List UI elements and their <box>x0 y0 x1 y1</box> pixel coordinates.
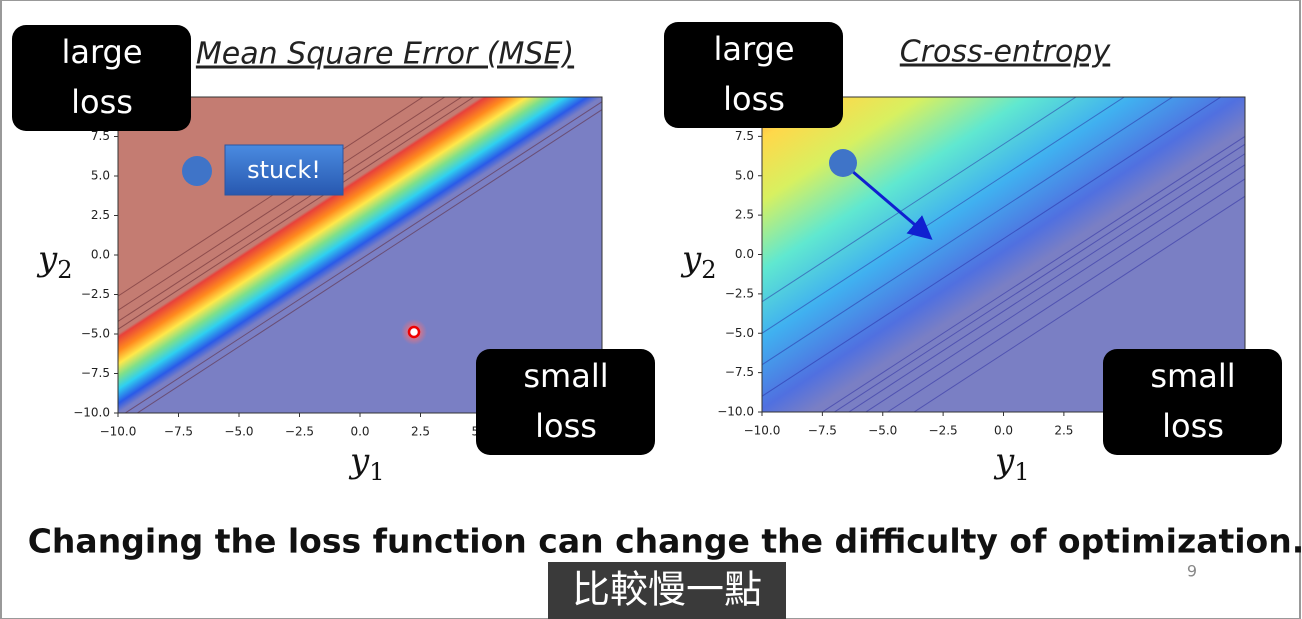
x-tick-label: 0.0 <box>994 424 1013 438</box>
callout-box <box>664 22 843 128</box>
contour-line <box>118 97 424 297</box>
contour-line <box>136 109 602 413</box>
x-tick-label: 2.5 <box>411 425 430 439</box>
plots: −10.0 −7.5 −5.0 −2.5 0.0 2.5 5.0 7.5 1 0.0 −10.0 −7… <box>12 22 1282 486</box>
stuck-label: stuck! <box>247 156 321 184</box>
x-tick-label: −2.5 <box>285 425 314 439</box>
callout-box <box>12 25 191 131</box>
y-tick-label: 0.0 <box>91 248 110 262</box>
x-tick-label: −2.5 <box>929 424 958 438</box>
contour-lines <box>118 97 602 413</box>
axis-label: y1 <box>348 441 385 486</box>
x-tick-label: 2.5 <box>1054 424 1073 438</box>
minimum-point <box>407 325 421 339</box>
stuck-button <box>224 144 344 196</box>
y-tick-label: −10.0 <box>73 406 110 420</box>
contour-line <box>762 97 1222 397</box>
y-tick-label: −7.5 <box>81 366 110 380</box>
contour-line <box>762 97 1174 366</box>
x-tick-label: −5.0 <box>868 424 897 438</box>
contour-line <box>118 97 446 311</box>
y-tick-label: 2.5 <box>91 208 110 222</box>
y-tick-label: 7.5 <box>91 129 110 143</box>
callout-text: loss <box>535 407 597 445</box>
y-tick-label: −10.0 <box>717 405 754 419</box>
callout-text: small <box>1150 357 1235 395</box>
y-tick-label: 5.0 <box>735 168 754 182</box>
y-tick-label: 7.5 <box>735 129 754 143</box>
y-tick-label: −2.5 <box>725 286 754 300</box>
plot-title: Mean Square Error (MSE) <box>196 37 574 72</box>
y-tick-label: 5.0 <box>91 169 110 183</box>
axis-subscript: 1 <box>369 458 384 486</box>
contour-line <box>762 97 1126 334</box>
x-tick-label: −10.0 <box>744 424 781 438</box>
contour-line <box>762 97 1077 303</box>
y-tick-label: 2.5 <box>735 208 754 222</box>
sentence: Changing the loss function can change th… <box>28 522 1302 561</box>
y-tick-label: −2.5 <box>81 287 110 301</box>
contour-line <box>913 195 1245 412</box>
contour-line <box>124 101 602 413</box>
contour-line <box>821 135 1245 412</box>
ball <box>182 156 212 186</box>
axis-subscript: 2 <box>701 256 716 284</box>
y-tick-label: −7.5 <box>725 365 754 379</box>
x-tick-label: 0.0 <box>350 425 369 439</box>
contour-line <box>886 178 1245 412</box>
axis-subscript: 2 <box>57 256 72 284</box>
gradient-arrow <box>844 163 933 240</box>
axis-label: y1 <box>993 441 1030 486</box>
callout-text: large <box>61 33 142 71</box>
y-tick-label: 0.0 <box>735 247 754 261</box>
axis-symbol: y <box>348 441 370 481</box>
y-tick-label: −5.0 <box>81 327 110 341</box>
contour-lines <box>762 97 1245 412</box>
subtitle: 比較慢一點 <box>572 568 762 612</box>
contour-line <box>118 97 475 330</box>
plot-title: Cross-entropy <box>900 35 1112 70</box>
callout-text: loss <box>1162 407 1224 445</box>
axis-symbol: y <box>993 441 1015 481</box>
x-tick-label: −7.5 <box>808 424 837 438</box>
contour-line <box>118 97 463 322</box>
callout-box <box>1103 349 1282 455</box>
x-tick-label: −5.0 <box>224 425 253 439</box>
subtitle-box <box>548 562 786 619</box>
callout-text: loss <box>71 83 133 121</box>
axis-label: y2 <box>36 239 73 284</box>
axis-label: y2 <box>680 239 717 284</box>
ball <box>829 149 857 177</box>
y-tick-label: −5.0 <box>725 326 754 340</box>
callout-text: small <box>523 357 608 395</box>
contour-line <box>833 143 1245 412</box>
x-tick-label: −10.0 <box>100 425 137 439</box>
contour-line <box>864 164 1245 412</box>
contour-line <box>848 153 1245 412</box>
callout-text: large <box>713 30 794 68</box>
axis-subscript: 1 <box>1014 458 1029 486</box>
callout-box <box>476 349 655 455</box>
axis-symbol: y <box>36 239 58 279</box>
axis-symbol: y <box>680 239 702 279</box>
callout-text: loss <box>723 80 785 118</box>
x-tick-label: −7.5 <box>164 425 193 439</box>
page-number: 9 <box>1187 562 1197 581</box>
